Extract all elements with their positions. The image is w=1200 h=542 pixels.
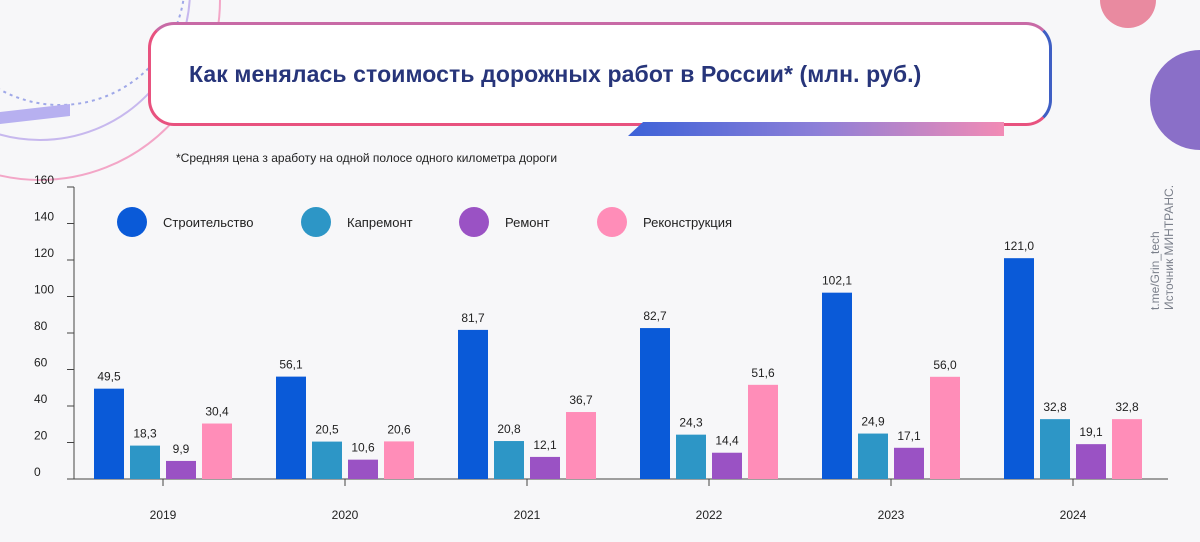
y-tick-label: 140 (34, 210, 54, 224)
data-label: 30,4 (205, 405, 229, 419)
bar-overhaul (676, 434, 706, 479)
data-label: 36,7 (569, 393, 593, 407)
y-tick-label: 40 (34, 392, 48, 406)
data-label: 24,9 (861, 415, 885, 429)
bar-construction (640, 328, 670, 479)
bar-overhaul (1040, 419, 1070, 479)
data-label: 20,8 (497, 422, 521, 436)
deco-half-circle (1150, 50, 1200, 150)
data-label: 32,8 (1043, 400, 1067, 414)
bar-reconstruction (384, 441, 414, 479)
data-label: 20,5 (315, 423, 339, 437)
bar-construction (458, 329, 488, 479)
title-underline-decoration (628, 122, 1004, 136)
bar-repair (712, 452, 742, 479)
bar-reconstruction (566, 412, 596, 479)
data-label: 10,6 (351, 441, 375, 455)
deco-arc-2 (0, 0, 221, 181)
bar-repair (348, 459, 378, 479)
y-tick-label: 80 (34, 319, 48, 333)
page-title: Как менялась стоимость дорожных работ в … (189, 61, 922, 87)
data-label: 51,6 (751, 366, 775, 380)
legend-marker-overhaul (301, 207, 331, 237)
bar-reconstruction (1112, 419, 1142, 479)
data-label: 82,7 (643, 309, 667, 323)
bar-reconstruction (202, 423, 232, 479)
bar-construction (94, 388, 124, 479)
data-label: 14,4 (715, 434, 739, 448)
data-label: 32,8 (1115, 400, 1139, 414)
chart-footnote: *Средняя цена з аработу на одной полосе … (176, 151, 558, 165)
data-label: 56,1 (279, 358, 303, 372)
y-tick-label: 0 (34, 465, 41, 479)
legend-marker-repair (459, 207, 489, 237)
x-tick-label: 2019 (150, 508, 177, 522)
deco-arc-1 (0, 0, 191, 141)
data-label: 121,0 (1004, 239, 1034, 253)
bar-construction (822, 292, 852, 479)
x-tick-label: 2021 (514, 508, 541, 522)
y-tick-label: 120 (34, 246, 54, 260)
data-label: 56,0 (933, 358, 957, 372)
deco-arc-dashed (0, 0, 185, 106)
bar-construction (1004, 258, 1034, 479)
y-tick-label: 160 (34, 173, 54, 187)
bar-construction (276, 376, 306, 479)
bar-repair (166, 460, 196, 479)
deco-stripe (0, 104, 70, 124)
legend-label: Ремонт (505, 215, 550, 230)
legend-label: Строительство (163, 215, 253, 230)
data-label: 20,6 (387, 422, 411, 436)
y-tick-label: 20 (34, 429, 48, 443)
x-tick-label: 2024 (1060, 508, 1087, 522)
bar-reconstruction (748, 384, 778, 479)
data-label: 9,9 (173, 442, 190, 456)
data-label: 24,3 (679, 416, 703, 430)
y-tick-label: 100 (34, 283, 54, 297)
bar-overhaul (858, 433, 888, 479)
x-tick-label: 2020 (332, 508, 359, 522)
legend-marker-construction (117, 207, 147, 237)
bar-overhaul (494, 441, 524, 479)
x-tick-label: 2022 (696, 508, 723, 522)
data-label: 18,3 (133, 427, 157, 441)
x-tick-label: 2023 (878, 508, 905, 522)
data-label: 12,1 (533, 438, 557, 452)
title-box: Как менялась стоимость дорожных работ в … (148, 22, 1052, 126)
data-label: 102,1 (822, 274, 852, 288)
bar-overhaul (130, 445, 160, 479)
bar-repair (1076, 444, 1106, 479)
data-label: 81,7 (461, 311, 485, 325)
deco-circle-top (1100, 0, 1156, 28)
data-label: 49,5 (97, 370, 121, 384)
data-label: 19,1 (1079, 425, 1103, 439)
bar-repair (894, 447, 924, 479)
legend-label: Капремонт (347, 215, 413, 230)
bar-repair (530, 456, 560, 479)
legend-label: Реконструкция (643, 215, 732, 230)
data-label: 17,1 (897, 429, 921, 443)
legend-marker-reconstruction (597, 207, 627, 237)
y-tick-label: 60 (34, 356, 48, 370)
bar-overhaul (312, 441, 342, 479)
bar-reconstruction (930, 376, 960, 479)
